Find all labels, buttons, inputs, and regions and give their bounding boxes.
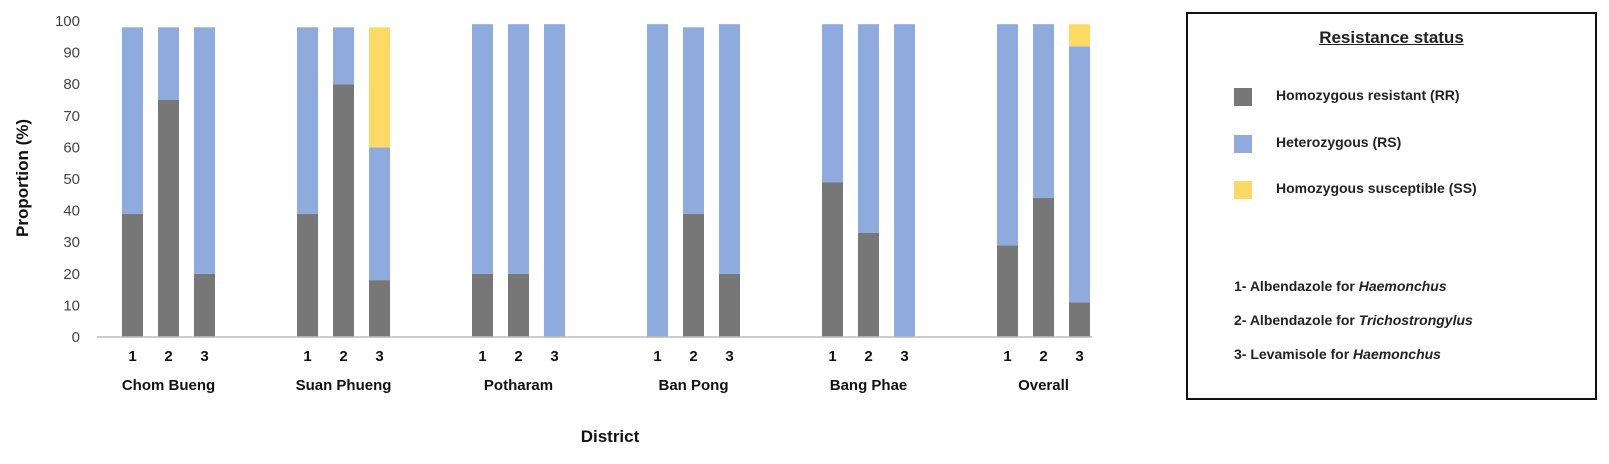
legend-label: Homozygous susceptible (SS): [1276, 180, 1477, 196]
x-tick-label: 2: [514, 348, 522, 365]
legend-note: 1- Albendazole for Haemonchus: [1234, 278, 1447, 294]
bar-segment: [369, 27, 390, 148]
bar-segment: [1069, 24, 1090, 47]
bar-segment: [194, 273, 215, 337]
legend-note-italic: Trichostrongylus: [1358, 312, 1473, 328]
bar-segment: [544, 24, 565, 337]
bar-segment: [858, 24, 879, 233]
x-tick-label: 2: [1039, 348, 1047, 365]
bar-segment: [333, 27, 354, 85]
bar-segment: [508, 273, 529, 337]
group-label: Ban Pong: [659, 377, 729, 394]
legend: Resistance status Homozygous resistant (…: [1186, 12, 1597, 400]
x-tick-label: 2: [689, 348, 697, 365]
bar-segment: [194, 27, 215, 274]
bar-segment: [894, 24, 915, 337]
legend-note-text: 3- Levamisole for: [1234, 346, 1354, 362]
x-tick-label: 1: [653, 348, 661, 365]
legend-swatch: [1234, 88, 1252, 106]
x-tick-label: 2: [164, 348, 172, 365]
bar-segment: [333, 84, 354, 337]
bar-segment: [472, 24, 493, 274]
bar-segment: [122, 213, 143, 337]
group-label: Potharam: [484, 377, 553, 394]
x-tick-label: 1: [828, 348, 836, 365]
bar-segment: [158, 100, 179, 337]
group-label: Suan Phueng: [296, 377, 392, 394]
y-tick-label: 10: [63, 297, 80, 314]
legend-swatch: [1234, 181, 1252, 199]
bar-segment: [719, 24, 740, 274]
x-tick-label: 3: [900, 348, 908, 365]
stacked-bar-chart: 0 10 20 30 40 50 60 70 80 90 100 1 2 3 Chom Bueng 1 2 3 S…: [13, 13, 1092, 446]
x-tick-label: 1: [1003, 348, 1011, 365]
bar-segment: [1033, 24, 1054, 198]
bar-segment: [122, 27, 143, 214]
x-tick-label: 3: [1075, 348, 1083, 365]
legend-note-italic: Haemonchus: [1358, 278, 1447, 294]
x-axis-label: District: [581, 427, 640, 446]
x-tick-label: 3: [375, 348, 383, 365]
legend-note: 2- Albendazole for Trichostrongylus: [1234, 312, 1473, 328]
bar-segment: [997, 245, 1018, 337]
y-tick-label: 20: [63, 266, 80, 283]
legend-title: Resistance status: [1319, 28, 1464, 47]
bar-segment: [158, 27, 179, 100]
x-tick-label: 3: [725, 348, 733, 365]
y-axis-label: Proportion (%): [13, 119, 32, 237]
y-axis-ticks: 0 10 20 30 40 50 60 70 80 90 100: [55, 13, 80, 346]
bar-segment: [1033, 197, 1054, 337]
legend-label: Heterozygous (RS): [1276, 134, 1402, 150]
bar-segment: [472, 273, 493, 337]
legend-note: 3- Levamisole for Haemonchus: [1234, 346, 1441, 362]
y-tick-label: 90: [63, 45, 80, 62]
group-label: Overall: [1018, 377, 1069, 394]
bar-segment: [297, 213, 318, 337]
bar-segment: [508, 24, 529, 274]
bar-segment: [1069, 302, 1090, 337]
bar-segment: [858, 232, 879, 337]
legend-note-italic: Haemonchus: [1353, 346, 1441, 362]
legend-note-text: 2- Albendazole for: [1234, 312, 1359, 328]
x-tick-label: 3: [550, 348, 558, 365]
x-axis-labels: 1 2 3 Chom Bueng 1 2 3 Suan Phueng 1 2 3 Potharam 1 2…: [122, 348, 1084, 394]
bar-segment: [683, 213, 704, 337]
legend-note-text: 1- Albendazole for: [1234, 278, 1359, 294]
legend-swatch: [1234, 135, 1252, 153]
bars: [122, 24, 1090, 337]
y-tick-label: 40: [63, 203, 80, 220]
group-label: Chom Bueng: [122, 377, 215, 394]
x-tick-label: 2: [864, 348, 872, 365]
y-tick-label: 80: [63, 76, 80, 93]
x-tick-label: 1: [303, 348, 311, 365]
y-tick-label: 70: [63, 108, 80, 125]
bar-segment: [369, 280, 390, 337]
y-tick-label: 60: [63, 139, 80, 156]
y-tick-label: 50: [63, 171, 80, 188]
bar-segment: [647, 24, 668, 337]
y-tick-label: 100: [55, 13, 80, 30]
bar-segment: [297, 27, 318, 214]
bar-segment: [822, 182, 843, 337]
x-tick-label: 2: [339, 348, 347, 365]
bar-segment: [369, 147, 390, 281]
bar-segment: [822, 24, 843, 183]
bar-segment: [997, 24, 1018, 246]
group-label: Bang Phae: [830, 377, 908, 394]
legend-label: Homozygous resistant (RR): [1276, 87, 1460, 103]
x-tick-label: 3: [200, 348, 208, 365]
bar-segment: [1069, 46, 1090, 303]
bar-segment: [683, 27, 704, 214]
bar-segment: [719, 273, 740, 337]
y-tick-label: 0: [72, 329, 80, 346]
x-tick-label: 1: [128, 348, 136, 365]
x-tick-label: 1: [478, 348, 486, 365]
y-tick-label: 30: [63, 234, 80, 251]
